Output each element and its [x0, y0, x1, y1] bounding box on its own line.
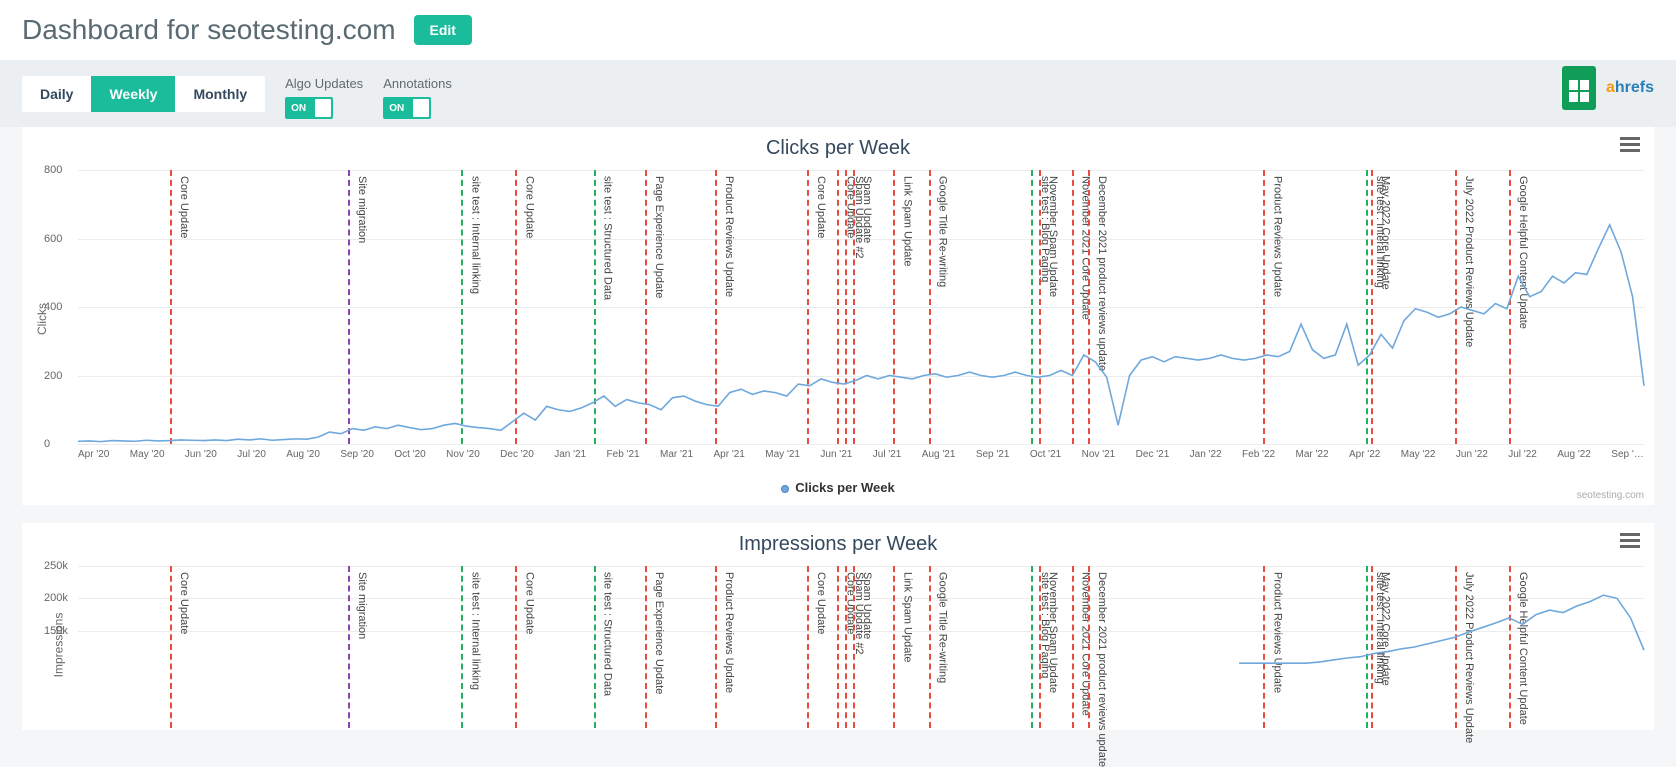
- impressions-y-axis-label: Impressions: [51, 613, 65, 678]
- x-tick-label: Apr '21: [713, 449, 744, 460]
- x-tick-label: May '22: [1401, 449, 1436, 460]
- period-tab-group: Daily Weekly Monthly: [22, 76, 265, 112]
- chart-menu-icon[interactable]: [1620, 137, 1640, 153]
- x-tick-label: Dec '21: [1136, 449, 1170, 460]
- x-tick-label: Sep '…: [1611, 449, 1643, 460]
- watermark: seotesting.com: [1577, 490, 1644, 501]
- x-tick-label: Nov '20: [446, 449, 480, 460]
- x-tick-label: Jun '22: [1456, 449, 1488, 460]
- x-tick-label: Jan '22: [1190, 449, 1222, 460]
- impressions-chart-title: Impressions per Week: [22, 523, 1654, 560]
- x-tick-label: Apr '20: [78, 449, 109, 460]
- legend-marker-icon: [781, 485, 789, 493]
- algo-updates-label: Algo Updates: [285, 76, 363, 91]
- impressions-chart-panel: Impressions per Week Impressions 250k200…: [22, 523, 1654, 730]
- x-tick-label: Mar '21: [660, 449, 693, 460]
- x-tick-label: Oct '20: [394, 449, 425, 460]
- x-tick-label: Feb '21: [607, 449, 640, 460]
- x-tick-label: May '20: [130, 449, 165, 460]
- annotations-label: Annotations: [383, 76, 452, 91]
- clicks-chart: Clicks 0200400600800Core UpdateSite migr…: [22, 164, 1654, 474]
- x-tick-label: Jul '22: [1508, 449, 1537, 460]
- x-tick-label: Aug '22: [1557, 449, 1591, 460]
- clicks-chart-panel: Clicks per Week Clicks 0200400600800Core…: [22, 127, 1654, 505]
- x-tick-label: Dec '20: [500, 449, 534, 460]
- edit-button[interactable]: Edit: [414, 15, 472, 45]
- tab-daily[interactable]: Daily: [22, 76, 91, 112]
- x-tick-label: Jun '20: [185, 449, 217, 460]
- algo-updates-toggle[interactable]: ON: [285, 97, 333, 119]
- x-tick-label: Aug '21: [922, 449, 956, 460]
- impressions-chart: Impressions 250k200k150kCore UpdateSite …: [22, 560, 1654, 730]
- algo-updates-toggle-block: Algo Updates ON: [285, 76, 363, 119]
- x-tick-label: May '21: [765, 449, 800, 460]
- x-tick-label: Oct '21: [1030, 449, 1061, 460]
- page-title: Dashboard for seotesting.com: [22, 14, 396, 46]
- tab-monthly[interactable]: Monthly: [175, 76, 265, 112]
- chart-menu-icon[interactable]: [1620, 533, 1640, 549]
- annotations-toggle-block: Annotations ON: [383, 76, 452, 119]
- x-tick-label: Jan '21: [554, 449, 586, 460]
- clicks-chart-title: Clicks per Week: [22, 127, 1654, 164]
- x-tick-label: Jun '21: [820, 449, 852, 460]
- x-tick-label: Sep '21: [976, 449, 1010, 460]
- x-tick-label: Apr '22: [1349, 449, 1380, 460]
- google-sheets-icon[interactable]: [1562, 66, 1596, 110]
- x-tick-label: Mar '22: [1296, 449, 1329, 460]
- clicks-legend: Clicks per Week: [22, 474, 1654, 505]
- tab-weekly[interactable]: Weekly: [91, 76, 175, 112]
- x-tick-label: Sep '20: [340, 449, 374, 460]
- export-icons: ahrefs: [1562, 66, 1654, 110]
- x-tick-label: Jul '20: [237, 449, 266, 460]
- controls-bar: Daily Weekly Monthly Algo Updates ON Ann…: [0, 60, 1676, 119]
- page-header: Dashboard for seotesting.com Edit: [0, 0, 1676, 60]
- ahrefs-logo[interactable]: ahrefs: [1606, 79, 1654, 97]
- annotations-toggle[interactable]: ON: [383, 97, 431, 119]
- x-tick-label: Jul '21: [873, 449, 902, 460]
- x-tick-label: Aug '20: [286, 449, 320, 460]
- x-tick-label: Nov '21: [1082, 449, 1116, 460]
- x-tick-label: Feb '22: [1242, 449, 1275, 460]
- clicks-x-axis: Apr '20 May '20 Jun '20 Jul '20 Aug '20 Sep '…: [78, 449, 1644, 460]
